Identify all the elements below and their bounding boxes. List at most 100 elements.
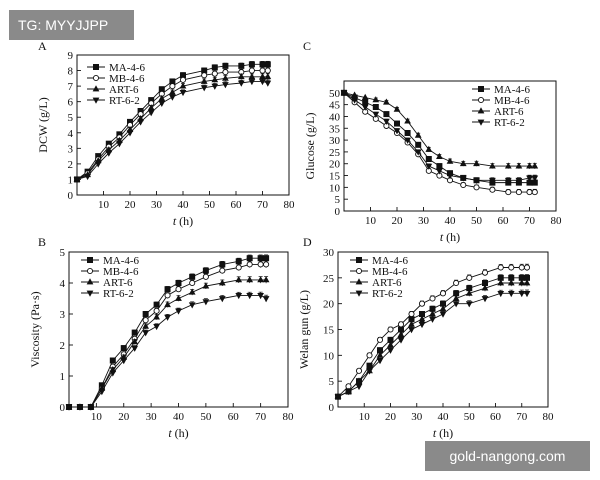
data-point [523, 279, 531, 286]
legend-marker [86, 290, 94, 297]
data-point [200, 77, 208, 84]
data-point [334, 394, 342, 401]
data-point [164, 300, 171, 308]
data-point [473, 159, 480, 167]
series-rt-6-2 [340, 90, 539, 185]
y-tick-label: 4 [68, 128, 74, 140]
data-point [362, 99, 369, 106]
data-point [508, 264, 515, 271]
data-point [393, 105, 401, 112]
legend-marker [477, 119, 485, 126]
data-point [246, 276, 254, 283]
data-point [515, 177, 523, 185]
x-tick-label: 60 [498, 215, 510, 227]
data-point [366, 368, 373, 375]
data-point [504, 177, 512, 185]
data-point [446, 157, 454, 164]
x-tick-label: 40 [178, 199, 190, 211]
data-point [376, 358, 384, 365]
data-point [257, 255, 264, 262]
data-point [523, 264, 531, 271]
legend-label: MA-4-6 [494, 84, 531, 96]
legend-marker [477, 86, 484, 93]
data-point [120, 358, 128, 365]
data-point [526, 162, 533, 169]
data-point [489, 162, 496, 169]
data-point [263, 255, 270, 262]
watermark-bottom-right: gold-nangong.com [425, 441, 590, 471]
data-point [429, 316, 436, 323]
legend-marker [355, 290, 363, 297]
data-point [164, 292, 171, 299]
data-point [98, 389, 106, 396]
y-tick-label: 0 [60, 402, 66, 414]
legend-label: ART-6 [109, 84, 139, 96]
y-tick-label: 5 [329, 376, 335, 388]
x-tick-label: 50 [471, 215, 483, 227]
data-point [404, 117, 411, 124]
data-point [531, 189, 538, 196]
data-point [518, 279, 526, 286]
data-point [526, 175, 533, 182]
series-line [69, 294, 267, 408]
data-point [351, 91, 358, 98]
legend-label: MB-4-6 [494, 95, 530, 107]
data-point [222, 82, 229, 89]
data-point [142, 322, 150, 329]
legend-label: RT-6-2 [103, 288, 134, 300]
y-tick-label: 40 [329, 111, 341, 123]
data-point [531, 162, 539, 169]
data-point [259, 67, 266, 74]
legend-label: ART-6 [103, 277, 133, 289]
data-point [361, 93, 369, 100]
data-point [222, 69, 229, 76]
data-point [351, 97, 358, 104]
series-rt-6-2 [73, 78, 272, 184]
data-point [264, 73, 272, 80]
legend-label: MA-4-6 [109, 62, 146, 74]
y-axis-label: Glucose (g/L) [303, 113, 317, 180]
y-tick-label: 4 [60, 278, 66, 290]
data-point [169, 88, 176, 95]
data-point [131, 338, 139, 345]
x-tick-label: 70 [524, 215, 536, 227]
y-tick-label: 25 [323, 273, 335, 285]
data-point [235, 264, 242, 271]
data-point [460, 181, 467, 189]
data-point [387, 326, 394, 333]
series-line [337, 267, 527, 397]
data-point [387, 347, 394, 354]
data-point [84, 173, 91, 181]
x-tick-label: 30 [418, 215, 430, 227]
data-point [109, 370, 117, 377]
x-tick-label: 10 [91, 411, 103, 423]
data-point [73, 177, 81, 184]
y-tick-label: 20 [329, 159, 341, 171]
series-line [69, 279, 267, 408]
data-point [376, 336, 384, 343]
data-point [87, 404, 95, 411]
data-point [376, 351, 384, 358]
data-point [393, 128, 401, 135]
x-tick-label: 20 [118, 411, 130, 423]
data-point [259, 61, 266, 68]
data-point [259, 73, 266, 80]
data-point [264, 67, 271, 74]
x-tick-label: 20 [125, 199, 137, 211]
data-point [169, 83, 176, 90]
data-point [175, 279, 182, 286]
y-axis-label: Welan gun (g/L) [297, 290, 311, 369]
legend-label: MA-4-6 [372, 255, 409, 267]
panel-letter: B [38, 235, 46, 249]
x-tick-label: 20 [392, 215, 404, 227]
x-tick-label: 10 [98, 199, 110, 211]
data-point [518, 264, 525, 271]
data-point [515, 162, 523, 169]
data-point [505, 189, 512, 196]
y-tick-label: 20 [323, 299, 335, 311]
data-point [446, 173, 454, 180]
data-point [404, 129, 411, 136]
y-tick-label: 0 [68, 190, 74, 202]
